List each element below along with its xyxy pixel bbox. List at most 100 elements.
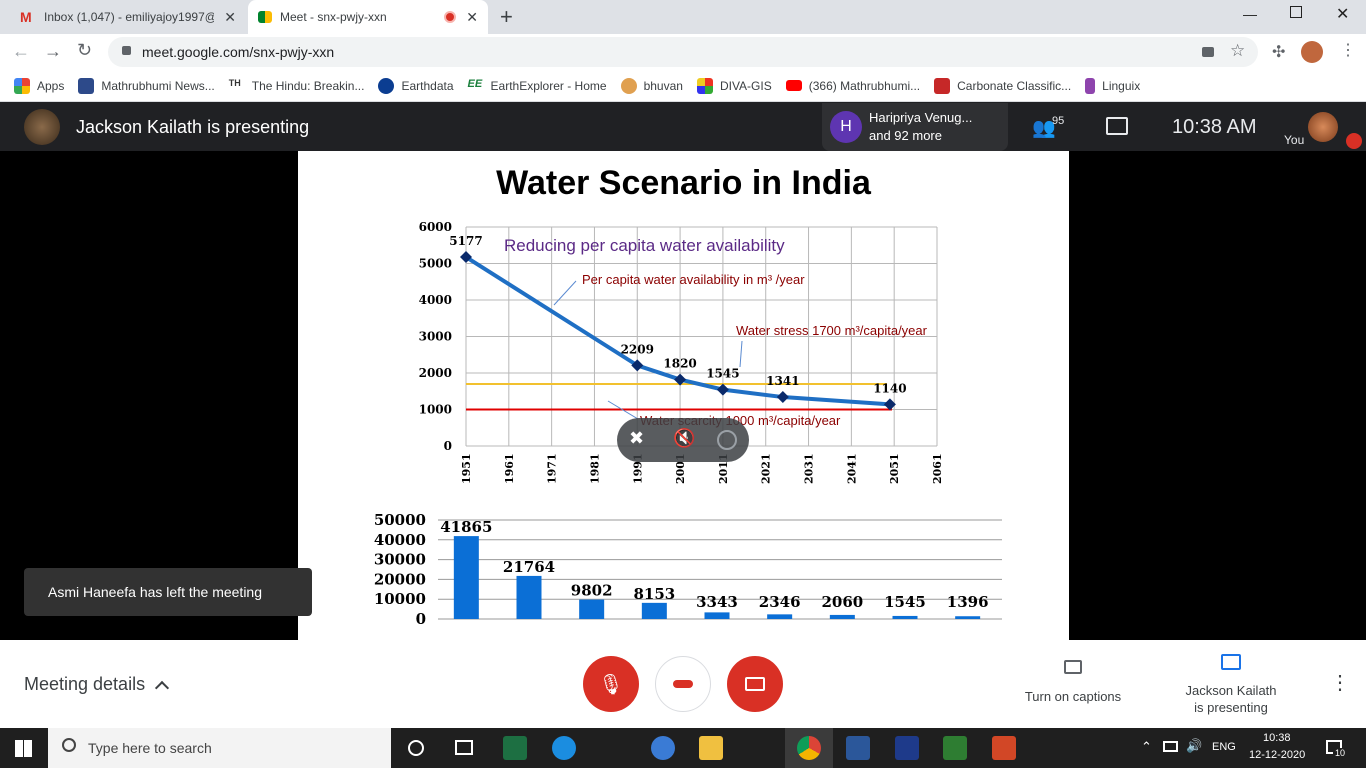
left-meeting-toast: Asmi Haneefa has left the meeting (24, 568, 312, 616)
drawing-app-icon[interactable] (943, 736, 967, 760)
bookmark-earthdata[interactable]: Earthdata (378, 77, 454, 94)
cortana-icon[interactable] (408, 740, 424, 756)
pin-off-icon[interactable]: ✖ (629, 428, 645, 448)
show-hidden-icons[interactable]: ⌃ (1141, 739, 1152, 754)
line-chart-x-tick: 2031 (803, 453, 816, 484)
line-chart-data-label: 5177 (449, 234, 482, 248)
bookmark-diva-gis[interactable]: DIVA-GIS (696, 77, 772, 94)
notification-count: 10 (1333, 748, 1348, 758)
taskbar-time[interactable]: 10:38 (1263, 732, 1291, 744)
bookmarks-bar: Apps Mathrubhumi News... TH The Hindu: Br… (0, 70, 1366, 102)
word-icon[interactable] (846, 736, 870, 760)
task-view-icon[interactable] (455, 740, 473, 755)
volume-off-icon[interactable]: 🔇 (673, 428, 696, 448)
bar (641, 602, 667, 619)
participant-initial: H (830, 111, 862, 143)
diva-gis-icon (696, 77, 713, 94)
line-chart-point (460, 251, 472, 264)
people-icon[interactable]: 👥 (1032, 118, 1056, 139)
line-chart-x-tick: 1981 (588, 453, 601, 484)
line-chart-y-tick: 5000 (419, 257, 452, 271)
bar (892, 615, 918, 619)
chat-icon[interactable] (1106, 117, 1128, 135)
self-muted-icon (1346, 133, 1362, 149)
presenter-avatar (24, 109, 60, 145)
bookmark-the-hindu[interactable]: TH The Hindu: Breakin... (228, 77, 365, 94)
close-tab-icon[interactable]: ✕ (466, 9, 478, 25)
volume-icon[interactable]: 🔊 (1186, 738, 1203, 753)
bookmark-star-icon[interactable]: ☆ (1230, 41, 1246, 60)
profile-avatar[interactable] (1301, 41, 1323, 63)
meeting-details-button[interactable]: Meeting details (24, 674, 170, 695)
edge-icon[interactable] (552, 736, 576, 760)
line-chart-x-tick: 2051 (888, 453, 901, 484)
taskbar-search[interactable]: Type here to search (48, 728, 391, 768)
bookmark-earthexplorer[interactable]: EE EarthExplorer - Home (467, 77, 607, 94)
bar-chart-y-tick: 30000 (374, 551, 426, 569)
line-chart-y-tick: 0 (444, 439, 452, 453)
bookmark-carbonate[interactable]: Carbonate Classific... (934, 77, 1071, 94)
bookmark-youtube-mathrubhumi[interactable]: (366) Mathrubhumi... (785, 79, 920, 93)
line-chart-data-label: 1545 (706, 367, 739, 381)
bar-data-label: 2060 (821, 593, 863, 611)
file-explorer-icon[interactable] (699, 736, 723, 760)
powerpoint-icon[interactable] (992, 736, 1016, 760)
annotation-arrow-water-scarcity (607, 400, 639, 420)
bookmark-mathrubhumi-news[interactable]: Mathrubhumi News... (78, 77, 215, 94)
new-tab-button[interactable]: + (500, 4, 513, 29)
captions-button[interactable]: Turn on captions (1005, 660, 1141, 704)
windows-start-icon[interactable] (15, 740, 32, 757)
browser-menu-icon[interactable]: ⋮ (1340, 42, 1356, 59)
self-avatar (1308, 112, 1338, 142)
extensions-icon[interactable]: ✣ (1272, 44, 1286, 61)
tab-gmail[interactable]: M Inbox (1,047) - emiliyajoy1997@g ✕ (10, 0, 246, 34)
bar-data-label: 9802 (571, 582, 613, 600)
mic-toggle-button[interactable]: 🎙 (583, 656, 639, 712)
maximize-button[interactable] (1290, 6, 1302, 18)
slide-charts: 0 1000 2000 3000 4000 5000 6000 1951 1961 1971 198… (374, 220, 1002, 628)
line-chart-x-tick: 2061 (931, 453, 944, 484)
line-chart-x-tick: 2021 (760, 453, 773, 484)
remove-icon[interactable] (717, 430, 737, 450)
maps-icon[interactable] (651, 736, 675, 760)
bar (829, 614, 855, 619)
back-button[interactable]: ← (12, 41, 30, 61)
line-chart-data-label: 1341 (766, 374, 799, 388)
youtube-icon (785, 80, 802, 91)
reload-button[interactable]: ↻ (77, 40, 93, 60)
search-icon (62, 738, 76, 752)
close-tab-icon[interactable]: ✕ (224, 9, 236, 25)
the-hindu-icon: TH (228, 77, 245, 94)
bookmark-linguix[interactable]: Linguix (1085, 77, 1140, 94)
chrome-icon[interactable] (797, 736, 821, 760)
meeting-details-label: Meeting details (24, 674, 146, 694)
close-window-button[interactable]: ✕ (1336, 6, 1350, 23)
bookmark-bhuvan[interactable]: bhuvan (620, 77, 683, 94)
network-icon[interactable] (1163, 741, 1178, 752)
participant-popup[interactable]: H Haripriya Venug... and 92 more (822, 103, 1008, 151)
camera-toggle-button[interactable] (727, 656, 783, 712)
address-bar[interactable]: meet.google.com/snx-pwjy-xxn ☆ (108, 37, 1258, 67)
excel-icon[interactable] (503, 736, 527, 760)
language-indicator[interactable]: ENG (1212, 741, 1236, 753)
presenter-tile-controls[interactable]: ✖ 🔇 (617, 418, 749, 462)
more-options-icon[interactable]: ⋮ (1330, 672, 1350, 694)
bar-data-label: 8153 (633, 585, 675, 603)
presenting-button[interactable]: Jackson Kailath is presenting (1166, 654, 1296, 715)
bar-chart-y-tick: 40000 (374, 531, 426, 549)
url-text: meet.google.com/snx-pwjy-xxn (142, 44, 335, 60)
tab-meet[interactable]: Meet - snx-pwjy-xxn ✕ (248, 0, 488, 34)
forward-button[interactable]: → (44, 41, 62, 61)
camera-icon[interactable] (1202, 47, 1214, 57)
bookmark-apps[interactable]: Apps (14, 77, 64, 94)
line-chart-x-tick: 1971 (546, 453, 559, 484)
leave-call-button[interactable] (655, 656, 711, 712)
bar-data-label: 2346 (759, 593, 801, 611)
stocks-app-icon[interactable] (895, 736, 919, 760)
minimize-button[interactable]: — (1243, 6, 1257, 22)
taskbar-date[interactable]: 12-12-2020 (1249, 749, 1306, 761)
bar (767, 614, 793, 619)
line-chart-x-tick: 1961 (503, 453, 516, 484)
bar-data-label: 1545 (884, 593, 926, 611)
bhuvan-icon (620, 77, 637, 94)
